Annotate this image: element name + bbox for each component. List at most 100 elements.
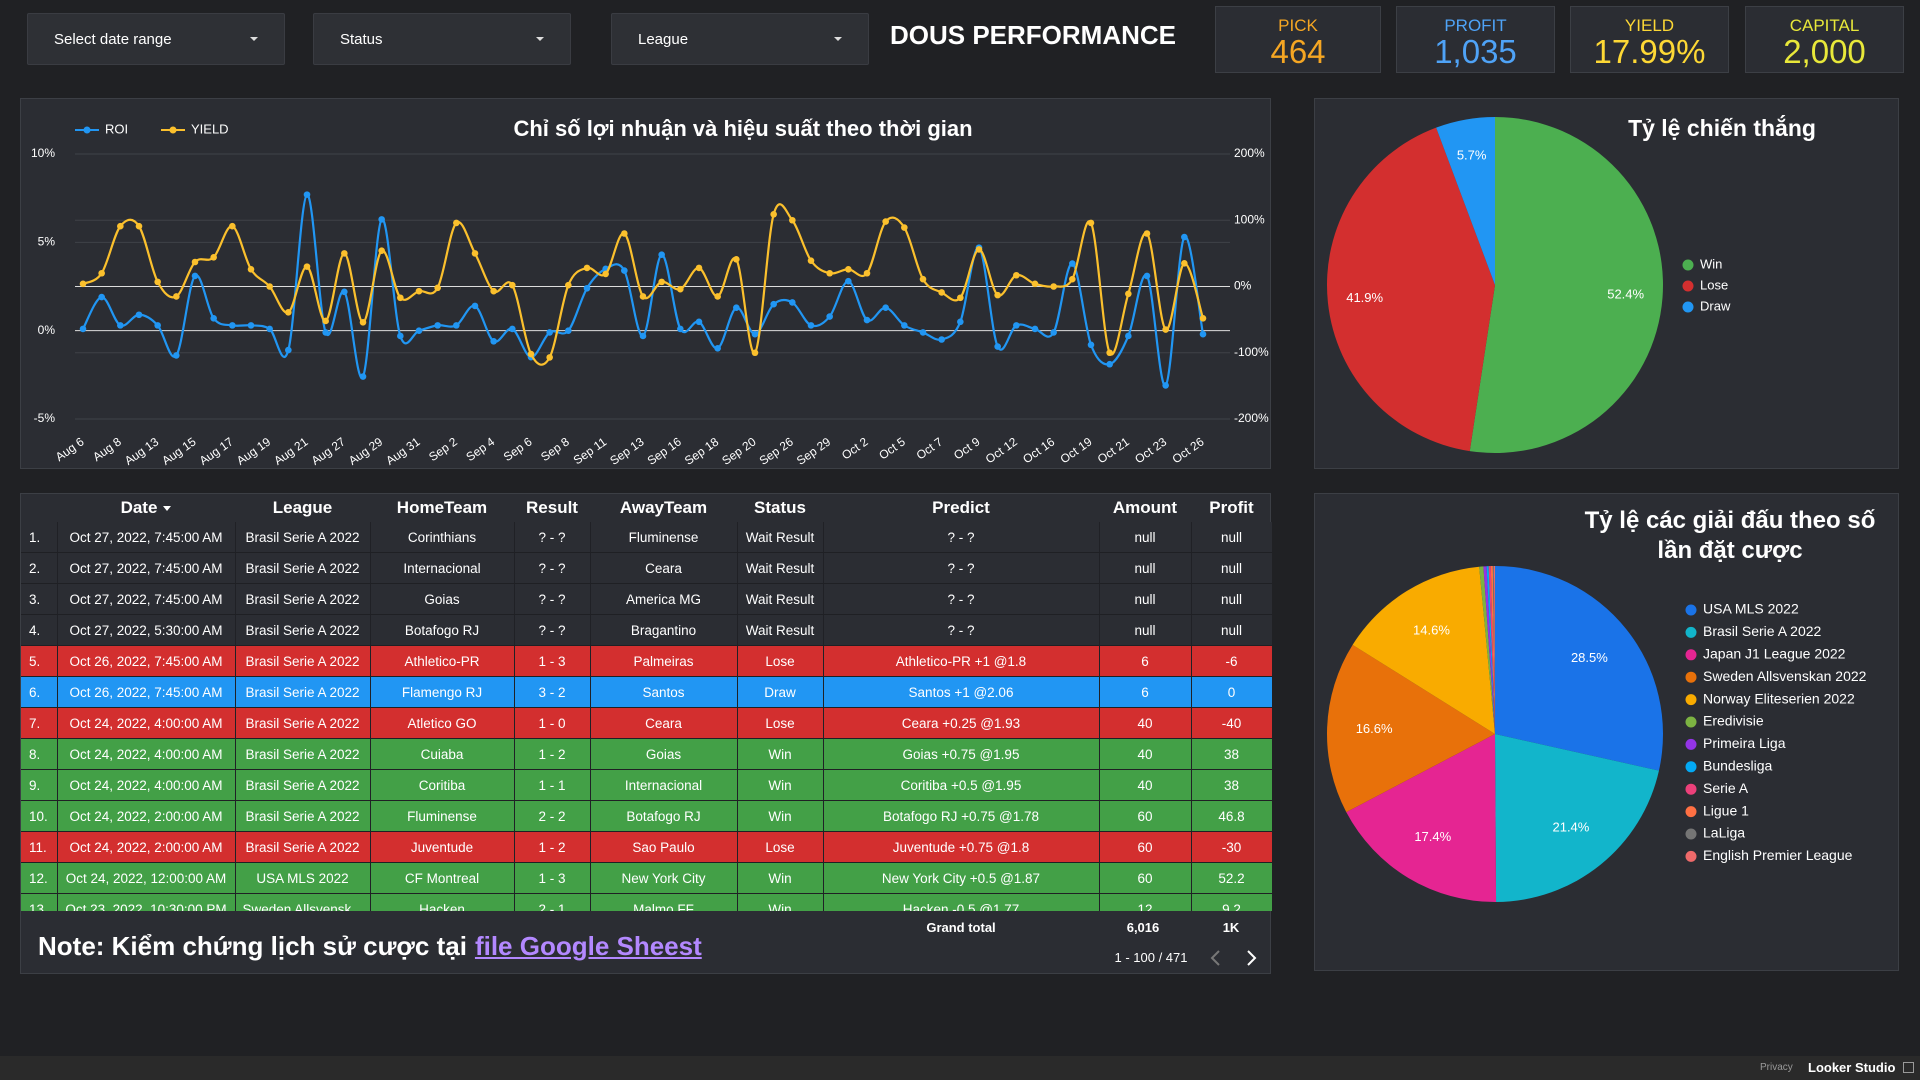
table-cell: New York City	[590, 862, 738, 894]
sheet-link[interactable]: file Google Sheest	[474, 931, 702, 961]
header-cell[interactable]: League	[235, 494, 370, 522]
data-point	[210, 315, 217, 322]
table-cell: Oct 27, 2022, 7:45:00 AM	[57, 583, 236, 615]
table-row: 4. Oct 27, 2022, 5:30:00 AM Brasil Serie A…	[21, 614, 1272, 646]
y2-tick-label: -100%	[1234, 345, 1269, 359]
x-tick-label: Oct 21	[1095, 434, 1132, 466]
table-row: 8. Oct 24, 2022, 4:00:00 AM Brasil Serie A…	[21, 738, 1272, 770]
table-cell: Athletico-PR +1 @1.8	[823, 645, 1100, 677]
next-page[interactable]	[1247, 950, 1257, 966]
legend-dot	[1685, 828, 1697, 840]
table-row: 11. Oct 24, 2022, 2:00:00 AM Brasil Serie …	[21, 831, 1272, 863]
x-tick-label: Oct 19	[1058, 434, 1095, 466]
table-cell: Brasil Serie A 2022	[235, 676, 371, 708]
pie-slice	[1490, 566, 1495, 734]
table-cell: Goias	[370, 583, 515, 615]
kpi-value: 17.99%	[1593, 33, 1706, 70]
header-cell[interactable]: Profit	[1191, 494, 1272, 522]
table-row: 6. Oct 26, 2022, 7:45:00 AM Brasil Serie A…	[21, 676, 1272, 708]
table-cell: ? - ?	[823, 522, 1100, 553]
series-line	[82, 193, 1205, 387]
x-tick-label: Oct 9	[951, 434, 983, 462]
pagination-arrows	[1210, 950, 1257, 966]
table-cell: Goias	[590, 738, 738, 770]
table-cell: 1 - 2	[514, 831, 591, 863]
x-tick-label: Sep 26	[757, 434, 796, 467]
data-point	[191, 272, 199, 280]
legend-label: Win	[1700, 256, 1722, 271]
table-cell: -30	[1191, 831, 1272, 863]
x-tick-label: Oct 5	[876, 434, 908, 462]
legend-dot	[1685, 604, 1697, 616]
header-cell[interactable]: AwayTeam	[590, 494, 737, 522]
pie-slice	[1436, 117, 1495, 285]
header-label: HomeTeam	[396, 498, 488, 517]
table-cell: 4.	[21, 614, 58, 646]
data-point	[733, 304, 740, 311]
table-cell: Wait Result	[737, 552, 824, 584]
x-tick-label: Oct 26	[1170, 434, 1207, 466]
data-point	[415, 287, 423, 295]
data-point	[303, 263, 311, 270]
filter-dropdown[interactable]: Status	[313, 13, 571, 65]
data-point	[1031, 325, 1039, 333]
x-tick-label: Aug 15	[159, 434, 198, 467]
header-cell[interactable]: Result	[514, 494, 590, 522]
legend-dot	[1685, 806, 1697, 818]
privacy-link[interactable]: Privacy	[1760, 1062, 1793, 1073]
data-point	[434, 322, 441, 329]
chart-title: Tỷ lệ chiến thắng	[1628, 114, 1816, 141]
table-cell: Win	[737, 800, 824, 832]
line-chart: Chỉ số lợi nhuận và hiệu suất theo thời …	[31, 116, 1269, 468]
data-point	[1013, 271, 1020, 279]
data-point	[882, 304, 889, 311]
data-point	[621, 267, 628, 274]
kpi-card: PICK 464	[1215, 6, 1381, 73]
table-cell: 12.	[21, 862, 58, 894]
filter-dropdown[interactable]: League	[611, 13, 869, 65]
table-cell: null	[1099, 522, 1192, 553]
prev-page[interactable]	[1210, 950, 1220, 966]
header-cell[interactable]: HomeTeam	[370, 494, 514, 522]
filter-dropdown[interactable]: Select date range	[27, 13, 285, 65]
table-cell: Oct 24, 2022, 2:00:00 AM	[57, 800, 236, 832]
dropdown-caret	[834, 37, 842, 41]
data-point	[639, 293, 647, 300]
table-cell: CF Montreal	[370, 862, 515, 894]
data-point	[154, 278, 161, 286]
table-cell: Botafogo RJ	[590, 800, 738, 832]
data-point	[695, 318, 703, 326]
data-point	[1125, 290, 1132, 298]
data-point	[210, 254, 217, 261]
data-point	[1050, 329, 1057, 336]
data-point	[845, 265, 852, 273]
data-point	[98, 293, 105, 301]
header-label: Result	[526, 498, 578, 517]
table-cell: 6.	[21, 676, 58, 708]
table-cell: Cuiaba	[370, 738, 515, 770]
legend-label: Lose	[1700, 277, 1728, 292]
header-cell[interactable]: Amount	[1099, 494, 1191, 522]
data-point	[135, 311, 143, 319]
data-point	[247, 322, 255, 329]
table-cell: 12	[1099, 893, 1192, 911]
y2-tick-label: 0%	[1234, 279, 1252, 293]
data-point	[527, 350, 535, 358]
header-cell[interactable]: Predict	[823, 494, 1099, 522]
table-cell: 40	[1099, 769, 1192, 801]
legend-label: YIELD	[191, 121, 229, 136]
table-cell: Goias +0.75 @1.95	[823, 738, 1100, 770]
header-cell[interactable]: Date	[57, 494, 235, 522]
header-label: Predict	[932, 498, 990, 517]
x-tick-label: Oct 23	[1132, 434, 1169, 466]
data-point	[826, 269, 833, 277]
fullscreen-icon[interactable]	[1903, 1062, 1914, 1073]
data-point	[173, 293, 180, 300]
legend-label: Primeira Liga	[1703, 735, 1786, 751]
table-cell: Botafogo RJ	[370, 614, 515, 646]
table-row: 9. Oct 24, 2022, 4:00:00 AM Brasil Serie A…	[21, 769, 1272, 801]
table-cell: Juventude +0.75 @1.8	[823, 831, 1100, 863]
header-cell[interactable]: Status	[737, 494, 823, 522]
header-row: Date League HomeTeam Result AwayTeam Status Pr…	[21, 494, 1272, 522]
kpi-label: YIELD	[1624, 16, 1675, 35]
